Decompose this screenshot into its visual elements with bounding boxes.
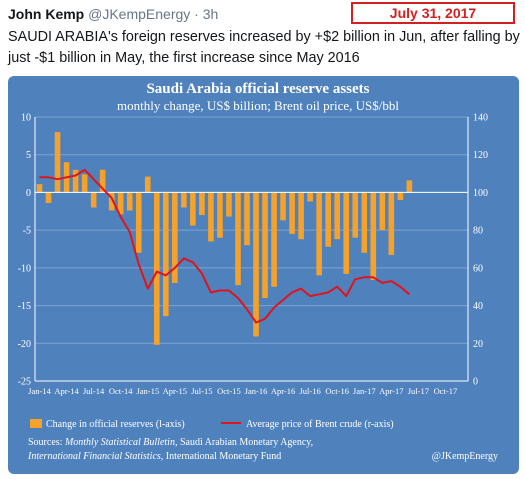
- source-publication-2: International Financial Statistics: [27, 451, 161, 462]
- y-left-tick-label: -20: [18, 339, 31, 350]
- reserve-change-bar: [163, 192, 169, 317]
- chart-svg: Saudi Arabia official reserve assetsmont…: [18, 81, 498, 462]
- reserve-change-bar: [54, 132, 61, 193]
- reserve-change-bar: [361, 192, 368, 253]
- tweet-text: SAUDI ARABIA's foreign reserves increase…: [8, 29, 520, 66]
- reserve-change-bar: [289, 192, 295, 234]
- reserve-change-bar: [280, 192, 286, 221]
- reserve-change-bar: [181, 192, 187, 208]
- x-tick-label: Apr-16: [271, 386, 295, 396]
- reserve-change-bar: [388, 192, 395, 256]
- reserve-change-bar: [397, 192, 404, 200]
- y-right-tick-label: 20: [473, 339, 483, 350]
- source-fund: , International Monetary Fund: [161, 451, 282, 462]
- reserve-change-bar: [226, 192, 232, 217]
- reserve-change-bar: [81, 174, 88, 193]
- reserve-change-bar: [271, 192, 277, 287]
- tweet-header: John Kemp @JKempEnergy · 3h: [8, 6, 218, 22]
- x-tick-label: Jul-14: [83, 386, 105, 396]
- y-right-tick-label: 100: [473, 188, 488, 199]
- x-tick-label: Jan-17: [353, 386, 376, 396]
- reserve-change-bar: [135, 192, 142, 253]
- x-tick-label: Oct-16: [325, 386, 349, 396]
- source-line-1: Sources: Monthly Statistical Bulletin, S…: [28, 437, 313, 448]
- source-agency: , Saudi Arabian Monetary Agency,: [175, 437, 313, 448]
- reserve-change-bar: [208, 192, 214, 242]
- reserve-change-bar: [235, 192, 241, 286]
- chart-credit: @JKempEnergy: [432, 451, 498, 462]
- reserve-change-bar: [343, 192, 350, 274]
- y-right-tick-label: 60: [473, 263, 483, 274]
- reserve-change-bar: [108, 192, 115, 211]
- reserve-change-bar: [379, 192, 386, 231]
- author-handle[interactable]: @JKempEnergy: [88, 6, 191, 22]
- date-stamp: July 31, 2017: [351, 2, 515, 24]
- reserve-change-bar: [126, 192, 133, 211]
- x-tick-label: Oct-14: [109, 386, 133, 396]
- y-right-tick-label: 80: [473, 226, 483, 237]
- x-tick-label: Jan-15: [136, 386, 159, 396]
- reserve-change-bar: [45, 192, 52, 203]
- chart-subtitle: monthly change, US$ billion; Brent oil p…: [117, 98, 399, 113]
- reserve-change-bar: [36, 184, 43, 193]
- y-right-tick-label: 140: [473, 113, 488, 124]
- x-tick-label: Oct-17: [434, 386, 458, 396]
- x-tick-label: Apr-17: [379, 386, 403, 396]
- tweet-time[interactable]: 3h: [202, 6, 219, 22]
- x-tick-label: Oct-15: [217, 386, 241, 396]
- reserve-change-bar: [217, 192, 223, 238]
- reserve-change-bar: [153, 192, 160, 345]
- x-tick-label: Jul-15: [191, 386, 212, 396]
- reserve-change-bar: [352, 192, 359, 238]
- y-right-tick-label: 0: [473, 377, 478, 388]
- y-left-tick-label: -10: [18, 263, 31, 274]
- author-name[interactable]: John Kemp: [8, 6, 85, 22]
- y-left-tick-label: 10: [21, 113, 31, 124]
- x-tick-label: Apr-15: [163, 386, 187, 396]
- reserve-change-bar: [307, 192, 313, 202]
- reserve-change-bar: [334, 192, 340, 240]
- y-left-tick-label: 0: [26, 188, 31, 199]
- reserve-change-bar: [199, 192, 205, 216]
- reserve-change-bar: [90, 192, 97, 208]
- reserve-change-bar: [406, 180, 413, 193]
- reserve-change-bar: [316, 192, 322, 276]
- y-left-tick-label: -25: [18, 377, 31, 388]
- chart-title: Saudi Arabia official reserve assets: [146, 81, 369, 97]
- reserve-change-bar: [244, 192, 250, 246]
- reserve-change-bar: [325, 192, 331, 247]
- legend-bar-label: Change in official reserves (l-axis): [46, 419, 185, 430]
- x-tick-label: Jan-14: [28, 386, 51, 396]
- reserve-change-bar: [262, 192, 268, 299]
- y-left-tick-label: -15: [18, 301, 31, 312]
- legend-line-label: Average price of Brent crude (r-axis): [246, 419, 394, 430]
- brent-price-line: [39, 168, 411, 324]
- reserve-change-bar: [172, 192, 178, 283]
- reserve-change-bar: [298, 192, 304, 240]
- reserve-change-bar: [99, 169, 106, 193]
- reserve-change-bar: [117, 192, 124, 215]
- source-publication: Monthly Statistical Bulletin: [64, 437, 175, 448]
- reserve-change-bar: [190, 192, 196, 226]
- chart-image[interactable]: Saudi Arabia official reserve assets mont…: [8, 76, 519, 474]
- separator-dot: ·: [194, 6, 199, 22]
- y-left-tick-label: 5: [26, 150, 31, 161]
- y-right-tick-label: 120: [473, 150, 488, 161]
- x-tick-label: Jul-16: [300, 386, 321, 396]
- x-tick-label: Jan-16: [245, 386, 268, 396]
- reserve-change-bar: [72, 169, 79, 193]
- x-tick-label: Apr-14: [54, 386, 79, 396]
- legend-bar-swatch: [30, 419, 42, 428]
- source-prefix: Sources:: [28, 437, 65, 448]
- reserve-change-bar: [253, 192, 259, 337]
- source-line-2: International Financial Statistics, Inte…: [27, 451, 281, 462]
- x-tick-label: Jul-17: [408, 386, 429, 396]
- y-left-tick-label: -5: [23, 226, 31, 237]
- reserve-change-bar: [370, 192, 377, 280]
- y-right-tick-label: 40: [473, 301, 483, 312]
- reserve-change-bar: [144, 176, 151, 193]
